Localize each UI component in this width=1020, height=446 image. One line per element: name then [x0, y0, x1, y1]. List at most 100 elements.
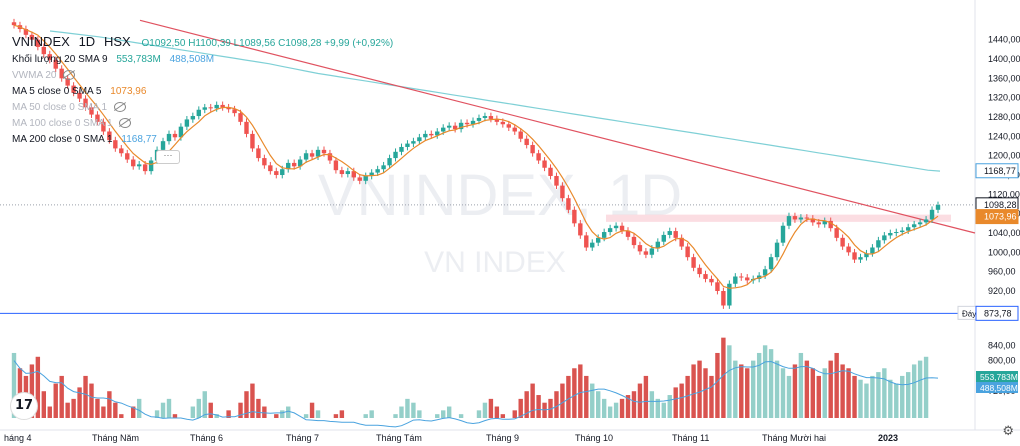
interval-label[interactable]: 1D	[78, 34, 96, 49]
candle-body	[637, 245, 643, 252]
candle-body	[363, 175, 368, 181]
volume-bar	[488, 398, 494, 418]
price-tag-prefix: Đáy	[962, 309, 976, 318]
candle-body	[393, 151, 398, 159]
volume-bar	[661, 402, 666, 418]
exchange-label: HSX	[103, 34, 131, 49]
candle-body	[214, 104, 219, 109]
volume-bar	[303, 414, 309, 418]
tradingview-logo-icon[interactable]: 17	[10, 392, 38, 420]
volume-bar	[679, 383, 684, 418]
indicator-ma100[interactable]: MA 100 close 0 SMA 1	[12, 116, 393, 132]
volume-bar	[774, 360, 780, 418]
time-tick-label: Tháng 11	[672, 433, 709, 443]
candle-body	[125, 153, 130, 160]
volume-bar	[83, 375, 88, 418]
candle-body	[917, 222, 923, 225]
candle-body	[297, 159, 303, 167]
volume-bar	[673, 387, 678, 418]
gear-icon[interactable]: ⚙	[1002, 424, 1014, 439]
candle-body	[435, 131, 440, 136]
volume-bar	[47, 406, 52, 418]
volume-bar	[900, 375, 905, 418]
candle-body	[780, 225, 786, 243]
price-tag-label: 1098,28	[984, 200, 1017, 210]
volume-bar	[876, 372, 881, 418]
indicator-ma200[interactable]: MA 200 close 0 SMA 1 1168,77	[12, 132, 393, 148]
candle-body	[578, 223, 583, 236]
indicator-volume[interactable]: Khối lượng 20 SMA 9 553,783M 488,508M	[12, 52, 393, 68]
price-tick-label: 1360,00	[988, 73, 1020, 83]
candle-body	[905, 227, 911, 231]
candle-body	[584, 235, 589, 248]
volume-bar	[637, 383, 643, 418]
candle-body	[303, 153, 309, 160]
time-tick-label: Tháng 9	[486, 433, 519, 443]
candle-body	[590, 242, 595, 248]
volume-bar	[566, 375, 571, 418]
candle-body	[774, 242, 780, 258]
volume-bar	[131, 406, 136, 418]
candle-body	[268, 165, 273, 172]
candle-body	[160, 141, 166, 150]
indicator-ma50[interactable]: MA 50 close 0 SMA 1	[12, 100, 393, 116]
candle-body	[345, 171, 351, 175]
indicator-vwma[interactable]: VWMA 20	[12, 68, 393, 84]
volume-bar	[816, 375, 821, 418]
candle-body	[798, 217, 804, 220]
candle-body	[607, 228, 613, 233]
price-tag-label: 873,78	[984, 308, 1012, 318]
indicator-ma5[interactable]: MA 5 close 0 SMA 5 1073,96	[12, 84, 393, 100]
candle-body	[429, 133, 434, 136]
volume-bar	[751, 360, 756, 418]
candle-body	[500, 121, 506, 125]
candle-series	[11, 18, 941, 309]
candle-body	[315, 149, 321, 157]
eye-off-icon[interactable]	[63, 70, 76, 81]
candle-body	[35, 39, 41, 47]
volume-bar	[852, 375, 857, 418]
volume-bar	[697, 360, 702, 418]
volume-tick-label: 800,00	[988, 356, 1016, 366]
candle-body	[733, 276, 738, 284]
price-tag-box	[975, 305, 1019, 321]
eye-off-icon[interactable]	[119, 118, 132, 129]
candle-body	[488, 116, 494, 119]
candle-body	[554, 175, 559, 186]
price-tick-label: 1280,00	[988, 112, 1020, 122]
indicator-label: MA 200 close 0 SMA 1	[12, 134, 113, 145]
volume-bar	[667, 395, 672, 418]
volume-bar	[882, 368, 887, 418]
indicator-value: 488,508M	[169, 54, 215, 65]
candle-body	[900, 230, 905, 233]
volume-bar	[625, 395, 631, 418]
candle-body	[792, 216, 798, 220]
volume-bar	[482, 402, 488, 418]
candle-body	[625, 230, 631, 237]
volume-series	[11, 337, 929, 418]
volume-bar	[446, 406, 452, 418]
volume-tag-box	[976, 382, 1018, 393]
volume-bar	[548, 398, 553, 418]
candle-body	[59, 68, 64, 79]
candle-body	[864, 253, 869, 258]
volume-bar	[631, 391, 637, 418]
volume-tag-box	[976, 371, 1018, 382]
trendline	[139, 19, 976, 234]
volume-bar	[280, 410, 285, 418]
candle-body	[11, 22, 17, 26]
candle-body	[518, 131, 523, 139]
indicator-label: VWMA 20	[12, 70, 57, 81]
more-options-button[interactable]: ···	[156, 150, 180, 164]
eye-off-icon[interactable]	[113, 102, 126, 113]
candle-body	[202, 107, 207, 110]
price-tag-label: 1073,96	[984, 212, 1017, 222]
price-tick-label: 1320,00	[988, 93, 1020, 103]
candle-body	[840, 237, 845, 247]
indicator-value: 1168,77	[121, 134, 157, 145]
candle-body	[619, 225, 625, 231]
symbol-name[interactable]: VNINDEX	[12, 34, 70, 49]
candle-body	[142, 164, 148, 172]
price-tag-label: 1168,77	[984, 166, 1016, 176]
